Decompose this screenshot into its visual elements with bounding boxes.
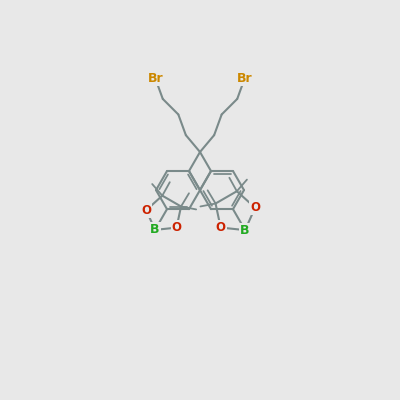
- Text: Br: Br: [237, 72, 252, 85]
- Text: O: O: [141, 204, 151, 217]
- Text: B: B: [150, 223, 160, 236]
- Text: Br: Br: [148, 72, 163, 85]
- Text: O: O: [250, 201, 260, 214]
- Text: O: O: [216, 221, 226, 234]
- Text: O: O: [172, 221, 182, 234]
- Text: B: B: [240, 224, 250, 237]
